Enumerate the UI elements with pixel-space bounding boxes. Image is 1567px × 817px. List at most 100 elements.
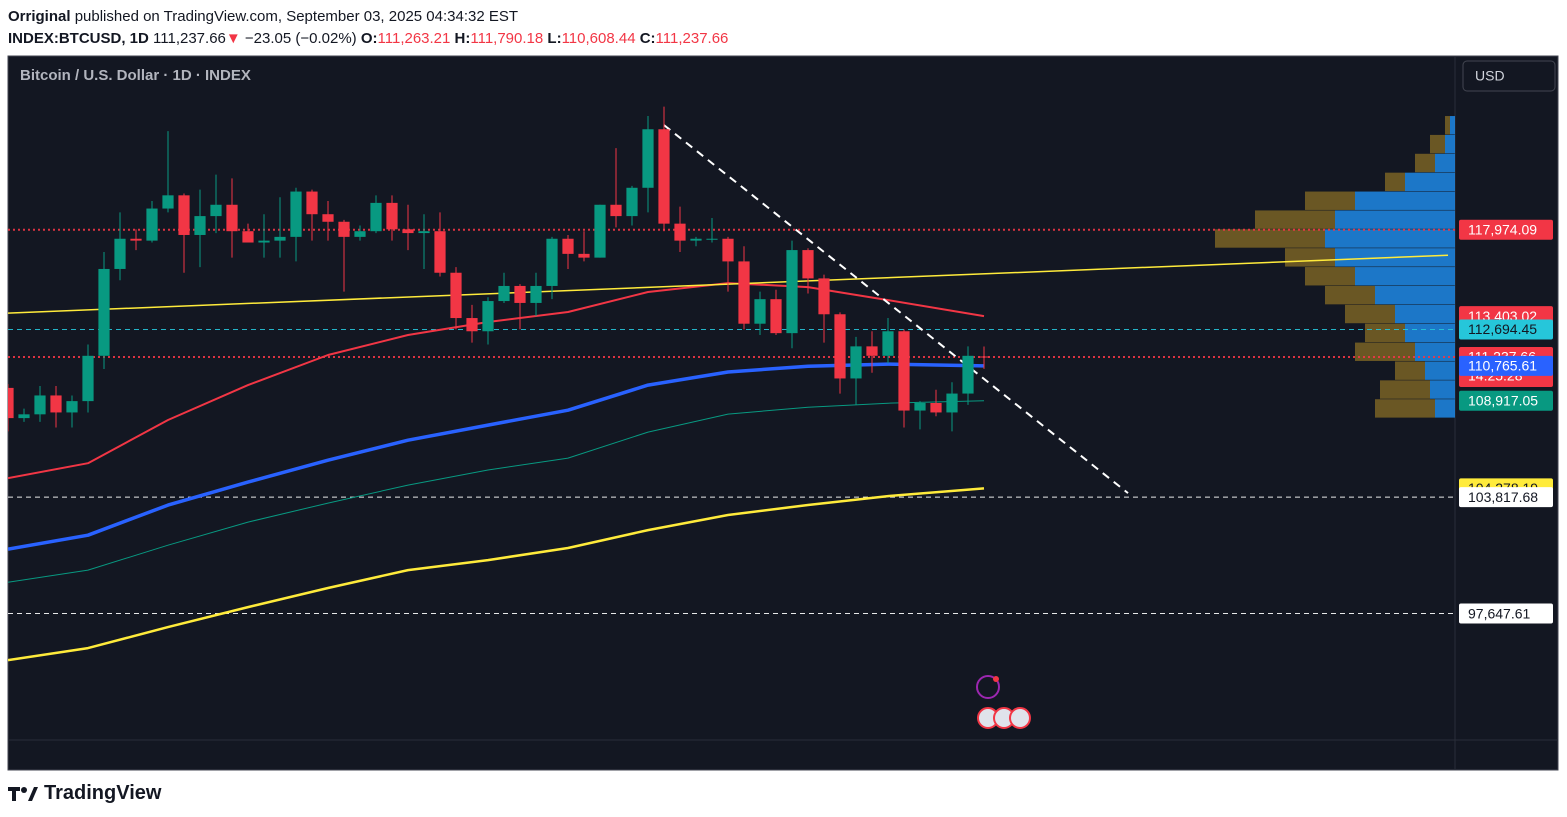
volume-profile-bar xyxy=(1335,210,1455,229)
candle-body xyxy=(962,355,974,394)
high-key: H: xyxy=(454,30,471,47)
candle-body xyxy=(738,261,750,324)
event-icons xyxy=(976,675,1031,729)
candle-body xyxy=(562,238,574,254)
moving-average xyxy=(8,362,985,551)
header-line-1: Orriginal published on TradingView.com, … xyxy=(8,6,728,28)
price-badge-label: 97,647.61 xyxy=(1468,605,1530,621)
event-icon xyxy=(976,675,1000,699)
candle-body xyxy=(306,191,318,215)
candle-body xyxy=(114,238,126,269)
candle-body xyxy=(34,395,46,415)
candle-body xyxy=(898,331,910,411)
candle-body xyxy=(418,231,430,234)
volume-profile-bar xyxy=(1385,172,1405,192)
open-key: O: xyxy=(360,30,378,47)
candle-body xyxy=(242,231,254,243)
price-badge-label: 103,817.68 xyxy=(1468,489,1538,505)
volume-profile-bar xyxy=(1375,399,1435,418)
candle-body xyxy=(802,250,814,279)
price-badge xyxy=(1459,355,1553,376)
volume-profile-bar xyxy=(1395,304,1455,324)
price-badge xyxy=(1459,487,1553,508)
change-arrow: ▼ xyxy=(225,30,241,47)
currency-button[interactable] xyxy=(1462,60,1556,92)
candle-body xyxy=(274,236,286,241)
close-key: C: xyxy=(639,30,656,47)
low-value: 110,608.44 xyxy=(561,30,636,47)
currency-label: USD xyxy=(1475,68,1505,84)
candle-body xyxy=(8,387,14,419)
candle-body xyxy=(370,202,382,232)
candle-body xyxy=(626,187,638,217)
price-badge-label: 117,974.09 xyxy=(1468,222,1537,238)
volume-profile-bar xyxy=(1405,172,1455,192)
candle-body xyxy=(754,299,766,324)
axes: 117,974.09113,403.02112,694.45111,237.66… xyxy=(1459,219,1553,624)
candle-body xyxy=(882,331,894,356)
header: Orriginal published on TradingView.com, … xyxy=(8,6,728,50)
low-key: L: xyxy=(547,30,562,47)
chart-pane xyxy=(7,55,1559,771)
volume-profile-bar xyxy=(1355,342,1415,361)
volume-profile-bar xyxy=(1345,304,1395,324)
volume-profile-bar xyxy=(1305,191,1355,210)
volume-profile-bar xyxy=(1380,380,1430,399)
candle-body xyxy=(578,253,590,258)
candle-body xyxy=(706,238,718,240)
close-value: 111,237.66 xyxy=(655,30,729,47)
price-badge xyxy=(1459,390,1553,411)
last-price: 111,237.66 xyxy=(153,30,226,47)
candle-body xyxy=(978,356,990,358)
candle-body xyxy=(594,204,606,258)
candle-body xyxy=(258,240,270,243)
candle-body xyxy=(226,204,238,232)
moving-average xyxy=(8,400,985,583)
candle-body xyxy=(210,204,222,217)
volume-profile-bar xyxy=(1445,134,1455,154)
header-line-2: INDEX:BTCUSD, 1D 111,237.66▼ −23.05 (−0.… xyxy=(8,28,728,50)
candle-body xyxy=(946,393,958,413)
volume-profile-bar xyxy=(1445,116,1450,135)
candle-body xyxy=(722,238,734,262)
logo: TradingView xyxy=(8,782,161,805)
price-badge-label: 108,917.05 xyxy=(1468,392,1538,408)
author: Orriginal xyxy=(8,8,71,25)
chart: 117,974.09113,403.02112,694.45111,237.66… xyxy=(7,55,1559,771)
candle-body xyxy=(642,129,654,188)
price-badge xyxy=(1459,219,1553,240)
volume-profile-bar xyxy=(1450,116,1455,135)
candle-body xyxy=(50,395,62,413)
open-value: 111,263.21 xyxy=(377,30,451,47)
volume-profile-bar xyxy=(1215,229,1325,248)
candle-body xyxy=(930,403,942,413)
chart-title: Bitcoin / U.S. Dollar · 1D · INDEX xyxy=(20,67,251,84)
volume-profile-bar xyxy=(1395,361,1425,380)
price-badge-label: 110,765.61 xyxy=(1468,358,1537,374)
candle-body xyxy=(786,250,798,334)
volume-profile-bar xyxy=(1430,134,1445,154)
volume-profile-bar xyxy=(1305,267,1355,286)
candle-body xyxy=(818,278,830,315)
candle-body xyxy=(386,202,398,230)
candle-body xyxy=(770,299,782,334)
candle-body xyxy=(498,285,510,302)
candle-body xyxy=(338,221,350,237)
volume-profile-bar xyxy=(1415,342,1455,361)
volume-profile-bar xyxy=(1405,323,1455,343)
candle-body xyxy=(66,401,78,413)
volume-profile-bar xyxy=(1435,153,1455,173)
candle-body xyxy=(482,301,494,332)
candle-body xyxy=(130,238,142,241)
candle-body xyxy=(290,191,302,237)
candle-body xyxy=(98,268,110,356)
candle-body xyxy=(834,314,846,379)
change: −23.05 (−0.02%) xyxy=(244,30,357,47)
candle-body xyxy=(690,238,702,241)
candle-body xyxy=(18,414,30,419)
logo-text: TradingView xyxy=(44,782,162,804)
volume-profile-bar xyxy=(1355,267,1455,286)
volume-profile-bar xyxy=(1430,380,1455,399)
volume-profile-bar xyxy=(1285,248,1335,267)
